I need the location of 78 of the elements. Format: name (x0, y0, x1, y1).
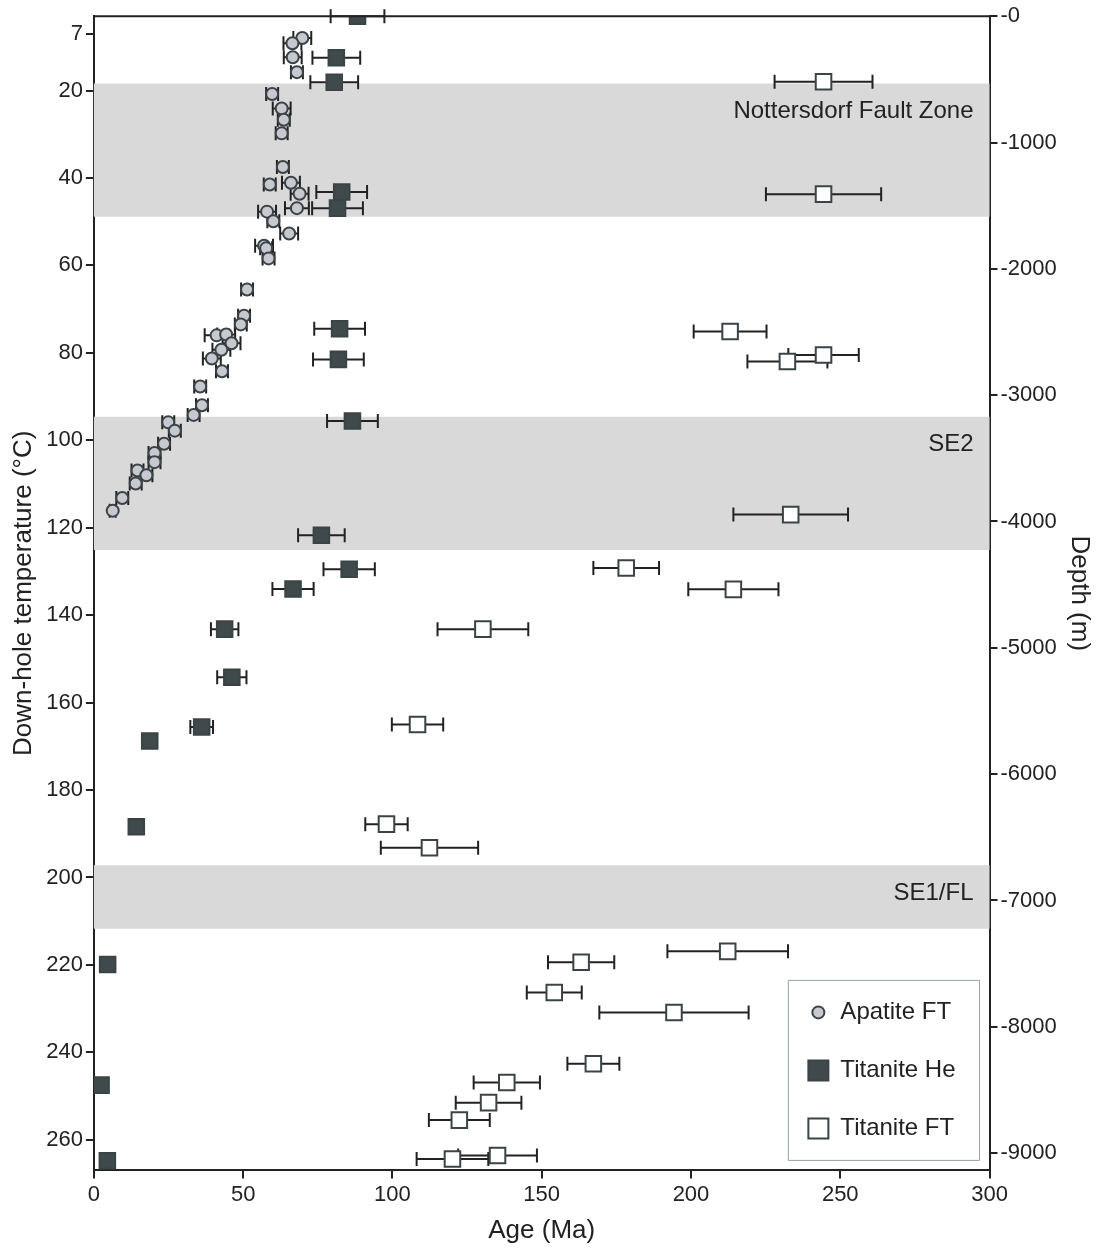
point (718, 942, 737, 961)
x-tick-label: 250 (821, 1180, 859, 1206)
x-tick-label: 200 (672, 1180, 710, 1206)
y-tick-label: 20 (58, 76, 83, 102)
band-label: Nottersdorf Fault Zone (733, 96, 974, 124)
point (479, 1093, 498, 1112)
point (223, 668, 241, 687)
point (284, 580, 302, 598)
y2-tick-label: -6000 (1000, 760, 1057, 786)
point (289, 201, 304, 216)
point (474, 620, 492, 638)
y2-tick-label: -8000 (1000, 1012, 1057, 1038)
y2-tick-label: -2000 (1000, 254, 1057, 280)
point (814, 73, 833, 91)
legend-label: Titanite He (840, 1055, 956, 1083)
band-label: SE2 (928, 429, 974, 457)
point (420, 838, 439, 857)
point (721, 322, 739, 341)
point (665, 1003, 683, 1022)
y2-tick-label: -0 (1000, 2, 1021, 28)
point (340, 560, 358, 579)
point (127, 817, 146, 836)
point (724, 580, 743, 599)
y-tick-label: 160 (46, 688, 83, 714)
point (330, 320, 349, 338)
y-tick-label: 100 (46, 426, 83, 452)
y-tick-label: 120 (46, 513, 83, 539)
point (488, 1146, 507, 1165)
point (329, 350, 348, 369)
point (572, 953, 590, 972)
y-tick-label: 240 (46, 1038, 83, 1064)
x-tick-label: 0 (87, 1180, 101, 1206)
y-tick-label: 80 (58, 338, 83, 364)
y-tick-label: 200 (46, 863, 83, 889)
y2-tick-label: -1000 (1000, 128, 1057, 154)
point (327, 48, 346, 67)
y-tick-label: 260 (46, 1125, 83, 1151)
y-tick-label: 220 (46, 950, 83, 976)
y-tick-label: 180 (46, 776, 83, 802)
point (215, 620, 234, 638)
point (814, 185, 833, 203)
point (778, 352, 797, 371)
point (328, 199, 347, 217)
y2-tick-label: -4000 (1000, 507, 1057, 533)
y-tick-label: 7 (70, 19, 83, 45)
point (332, 183, 351, 201)
band-label: SE1/FL (893, 877, 974, 905)
y-tick-label: 40 (58, 164, 83, 190)
point (377, 815, 396, 833)
point (584, 1054, 603, 1073)
y-tick-label: 60 (58, 251, 83, 277)
point (312, 526, 331, 544)
point (98, 955, 117, 974)
point (140, 732, 159, 750)
x-tick-label: 50 (230, 1180, 256, 1206)
x-tick-label: 100 (374, 1180, 411, 1206)
point (98, 1152, 117, 1170)
y-axis-title: Down-hole temperature (°C) (6, 430, 37, 756)
point (325, 73, 344, 91)
point (545, 983, 564, 1002)
y2-tick-label: -9000 (1000, 1139, 1057, 1165)
point (781, 505, 800, 524)
point (443, 1150, 462, 1168)
point (343, 412, 362, 430)
point (498, 1073, 516, 1092)
point (814, 346, 833, 364)
y2-tick-label: -7000 (1000, 886, 1057, 912)
point (93, 1076, 110, 1094)
legend-label: Apatite FT (840, 997, 952, 1025)
x-tick-label: 150 (523, 1180, 561, 1206)
x-tick-label: 300 (971, 1180, 1008, 1206)
legend-label: Titanite FT (840, 1113, 955, 1141)
y2-tick-label: -5000 (1000, 633, 1057, 659)
y2-tick-label: -3000 (1000, 381, 1057, 407)
x-axis-title: Age (Ma) (488, 1213, 596, 1244)
point (408, 715, 427, 734)
y-tick-label: 140 (46, 601, 83, 627)
y2-axis-title: Depth (m) (1066, 535, 1097, 652)
